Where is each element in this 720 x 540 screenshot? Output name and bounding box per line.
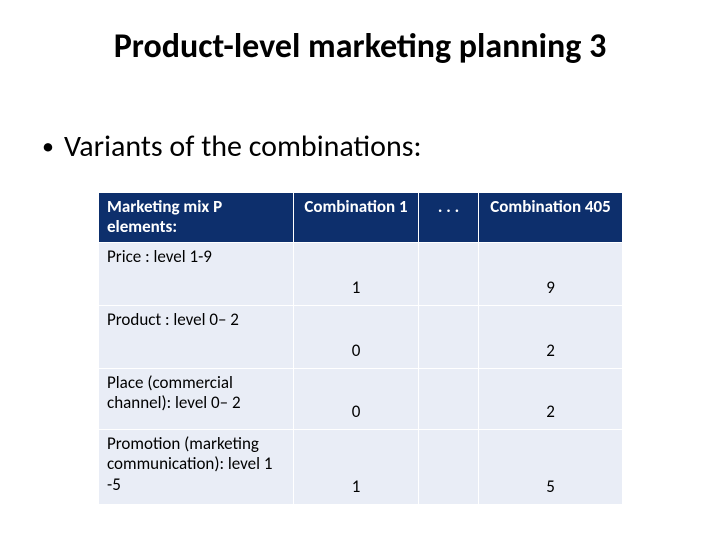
bullet-text: Variants of the combinations: [64, 128, 422, 165]
row-label-place: Place (commercial channel): level 0– 2 [99, 368, 294, 429]
combinations-table: Marketing mix P elements: Combination 1 … [98, 192, 623, 505]
col-header-dots: . . . [419, 193, 479, 243]
table-row: Promotion (marketing communication): lev… [99, 429, 623, 504]
slide: Product-level marketing planning 3 • Vari… [0, 0, 720, 540]
cell-promotion-c405: 5 [479, 429, 623, 504]
bullet-line: • Variants of the combinations: [42, 128, 422, 165]
table-row: Product : level 0– 2 0 2 [99, 305, 623, 368]
row-label-price: Price : level 1-9 [99, 242, 294, 305]
cell-place-dots [419, 368, 479, 429]
col-header-combination-405: Combination 405 [479, 193, 623, 243]
cell-price-c1: 1 [294, 242, 419, 305]
table-header-row: Marketing mix P elements: Combination 1 … [99, 193, 623, 243]
table-row: Price : level 1-9 1 9 [99, 242, 623, 305]
row-label-promotion: Promotion (marketing communication): lev… [99, 429, 294, 504]
col-header-combination-1: Combination 1 [294, 193, 419, 243]
bullet-dot-icon: • [42, 135, 54, 159]
cell-price-dots [419, 242, 479, 305]
col-header-elements: Marketing mix P elements: [99, 193, 294, 243]
cell-product-c1: 0 [294, 305, 419, 368]
cell-place-c405: 2 [479, 368, 623, 429]
table-row: Place (commercial channel): level 0– 2 0… [99, 368, 623, 429]
cell-product-c405: 2 [479, 305, 623, 368]
cell-promotion-dots [419, 429, 479, 504]
cell-product-dots [419, 305, 479, 368]
cell-place-c1: 0 [294, 368, 419, 429]
page-title: Product-level marketing planning 3 [0, 26, 720, 67]
cell-promotion-c1: 1 [294, 429, 419, 504]
row-label-product: Product : level 0– 2 [99, 305, 294, 368]
combinations-table-wrap: Marketing mix P elements: Combination 1 … [98, 192, 622, 505]
cell-price-c405: 9 [479, 242, 623, 305]
